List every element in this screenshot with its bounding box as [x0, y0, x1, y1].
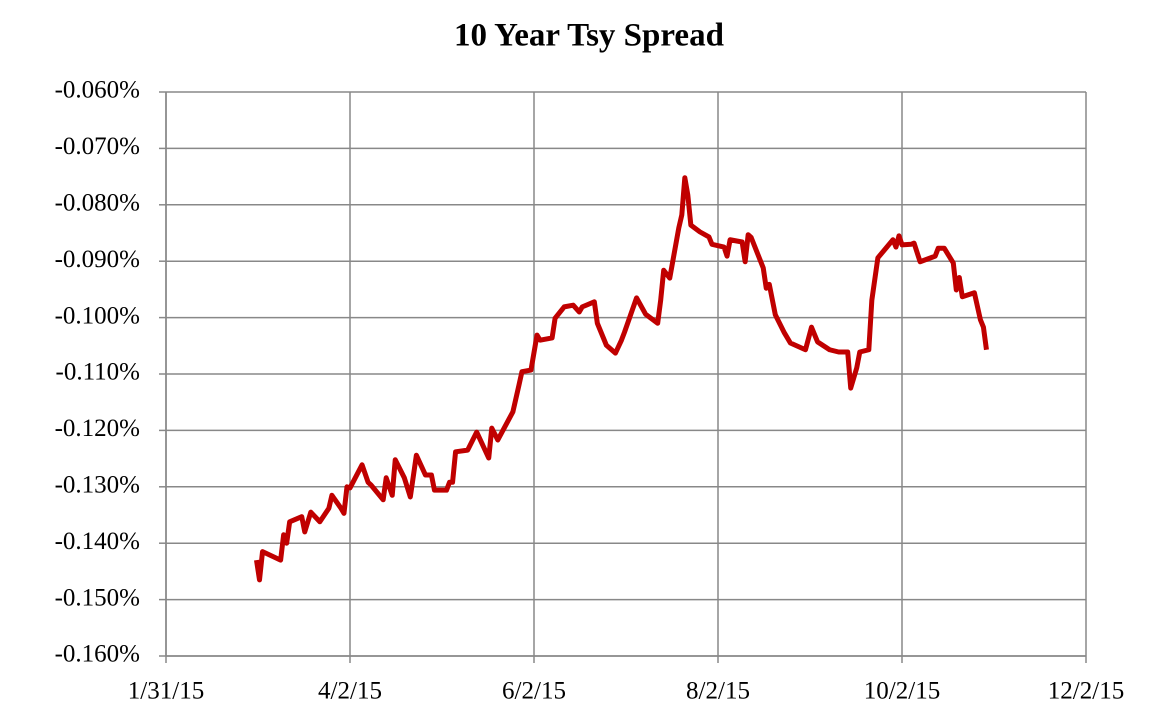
y-tick-label: -0.120% — [55, 415, 140, 442]
x-tick-label: 4/2/15 — [318, 678, 382, 705]
y-tick-label: -0.150% — [55, 584, 140, 611]
x-tick-label: 10/2/15 — [864, 678, 940, 705]
x-tick-label: 8/2/15 — [686, 678, 750, 705]
y-tick-label: -0.160% — [55, 641, 140, 668]
y-tick-label: -0.090% — [55, 246, 140, 273]
x-tick-label: 6/2/15 — [502, 678, 566, 705]
y-tick-label: -0.100% — [55, 302, 140, 329]
y-tick-label: -0.080% — [55, 190, 140, 217]
y-tick-label: -0.140% — [55, 528, 140, 555]
x-tick-label: 1/31/15 — [128, 678, 204, 705]
y-tick-label: -0.060% — [55, 77, 140, 104]
x-tick-label: 12/2/15 — [1048, 678, 1124, 705]
chart-title: 10 Year Tsy Spread — [454, 18, 724, 54]
y-tick-label: -0.070% — [55, 133, 140, 160]
y-tick-label: -0.130% — [55, 472, 140, 499]
y-tick-label: -0.110% — [56, 359, 140, 386]
data-line — [254, 175, 989, 583]
